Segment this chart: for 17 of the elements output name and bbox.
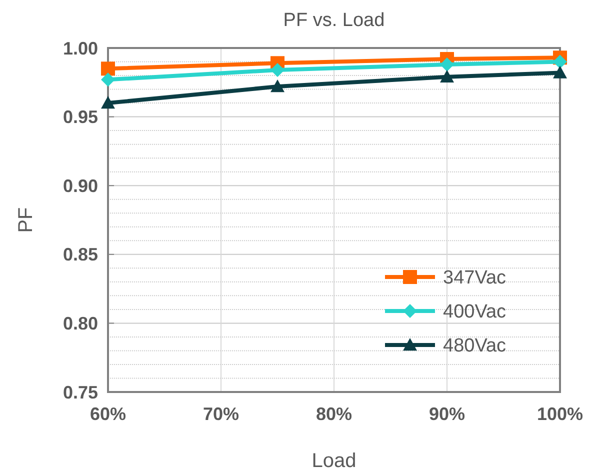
x-tick-label: 90% bbox=[428, 404, 466, 424]
legend-label: 400Vac bbox=[443, 302, 506, 323]
x-tick-label: 70% bbox=[202, 404, 240, 424]
y-tick-label: 0.95 bbox=[62, 107, 98, 128]
y-tick-label: 0.75 bbox=[62, 382, 98, 402]
x-axis-title: Load bbox=[312, 450, 356, 472]
x-tick-label: 80% bbox=[316, 404, 352, 424]
y-tick-label: 0.80 bbox=[62, 314, 98, 334]
x-tick-label: 100% bbox=[536, 404, 584, 424]
chart-title: PF vs. Load bbox=[283, 10, 385, 31]
legend-label: 480Vac bbox=[443, 336, 506, 357]
y-axis-title: PF bbox=[15, 207, 37, 233]
y-tick-label: 0.90 bbox=[62, 176, 98, 196]
y-tick-label: 0.85 bbox=[62, 244, 98, 265]
legend-label: 347Vac bbox=[443, 268, 506, 289]
y-tick-label: 1.00 bbox=[62, 38, 98, 58]
x-tick-label: 60% bbox=[90, 404, 126, 424]
